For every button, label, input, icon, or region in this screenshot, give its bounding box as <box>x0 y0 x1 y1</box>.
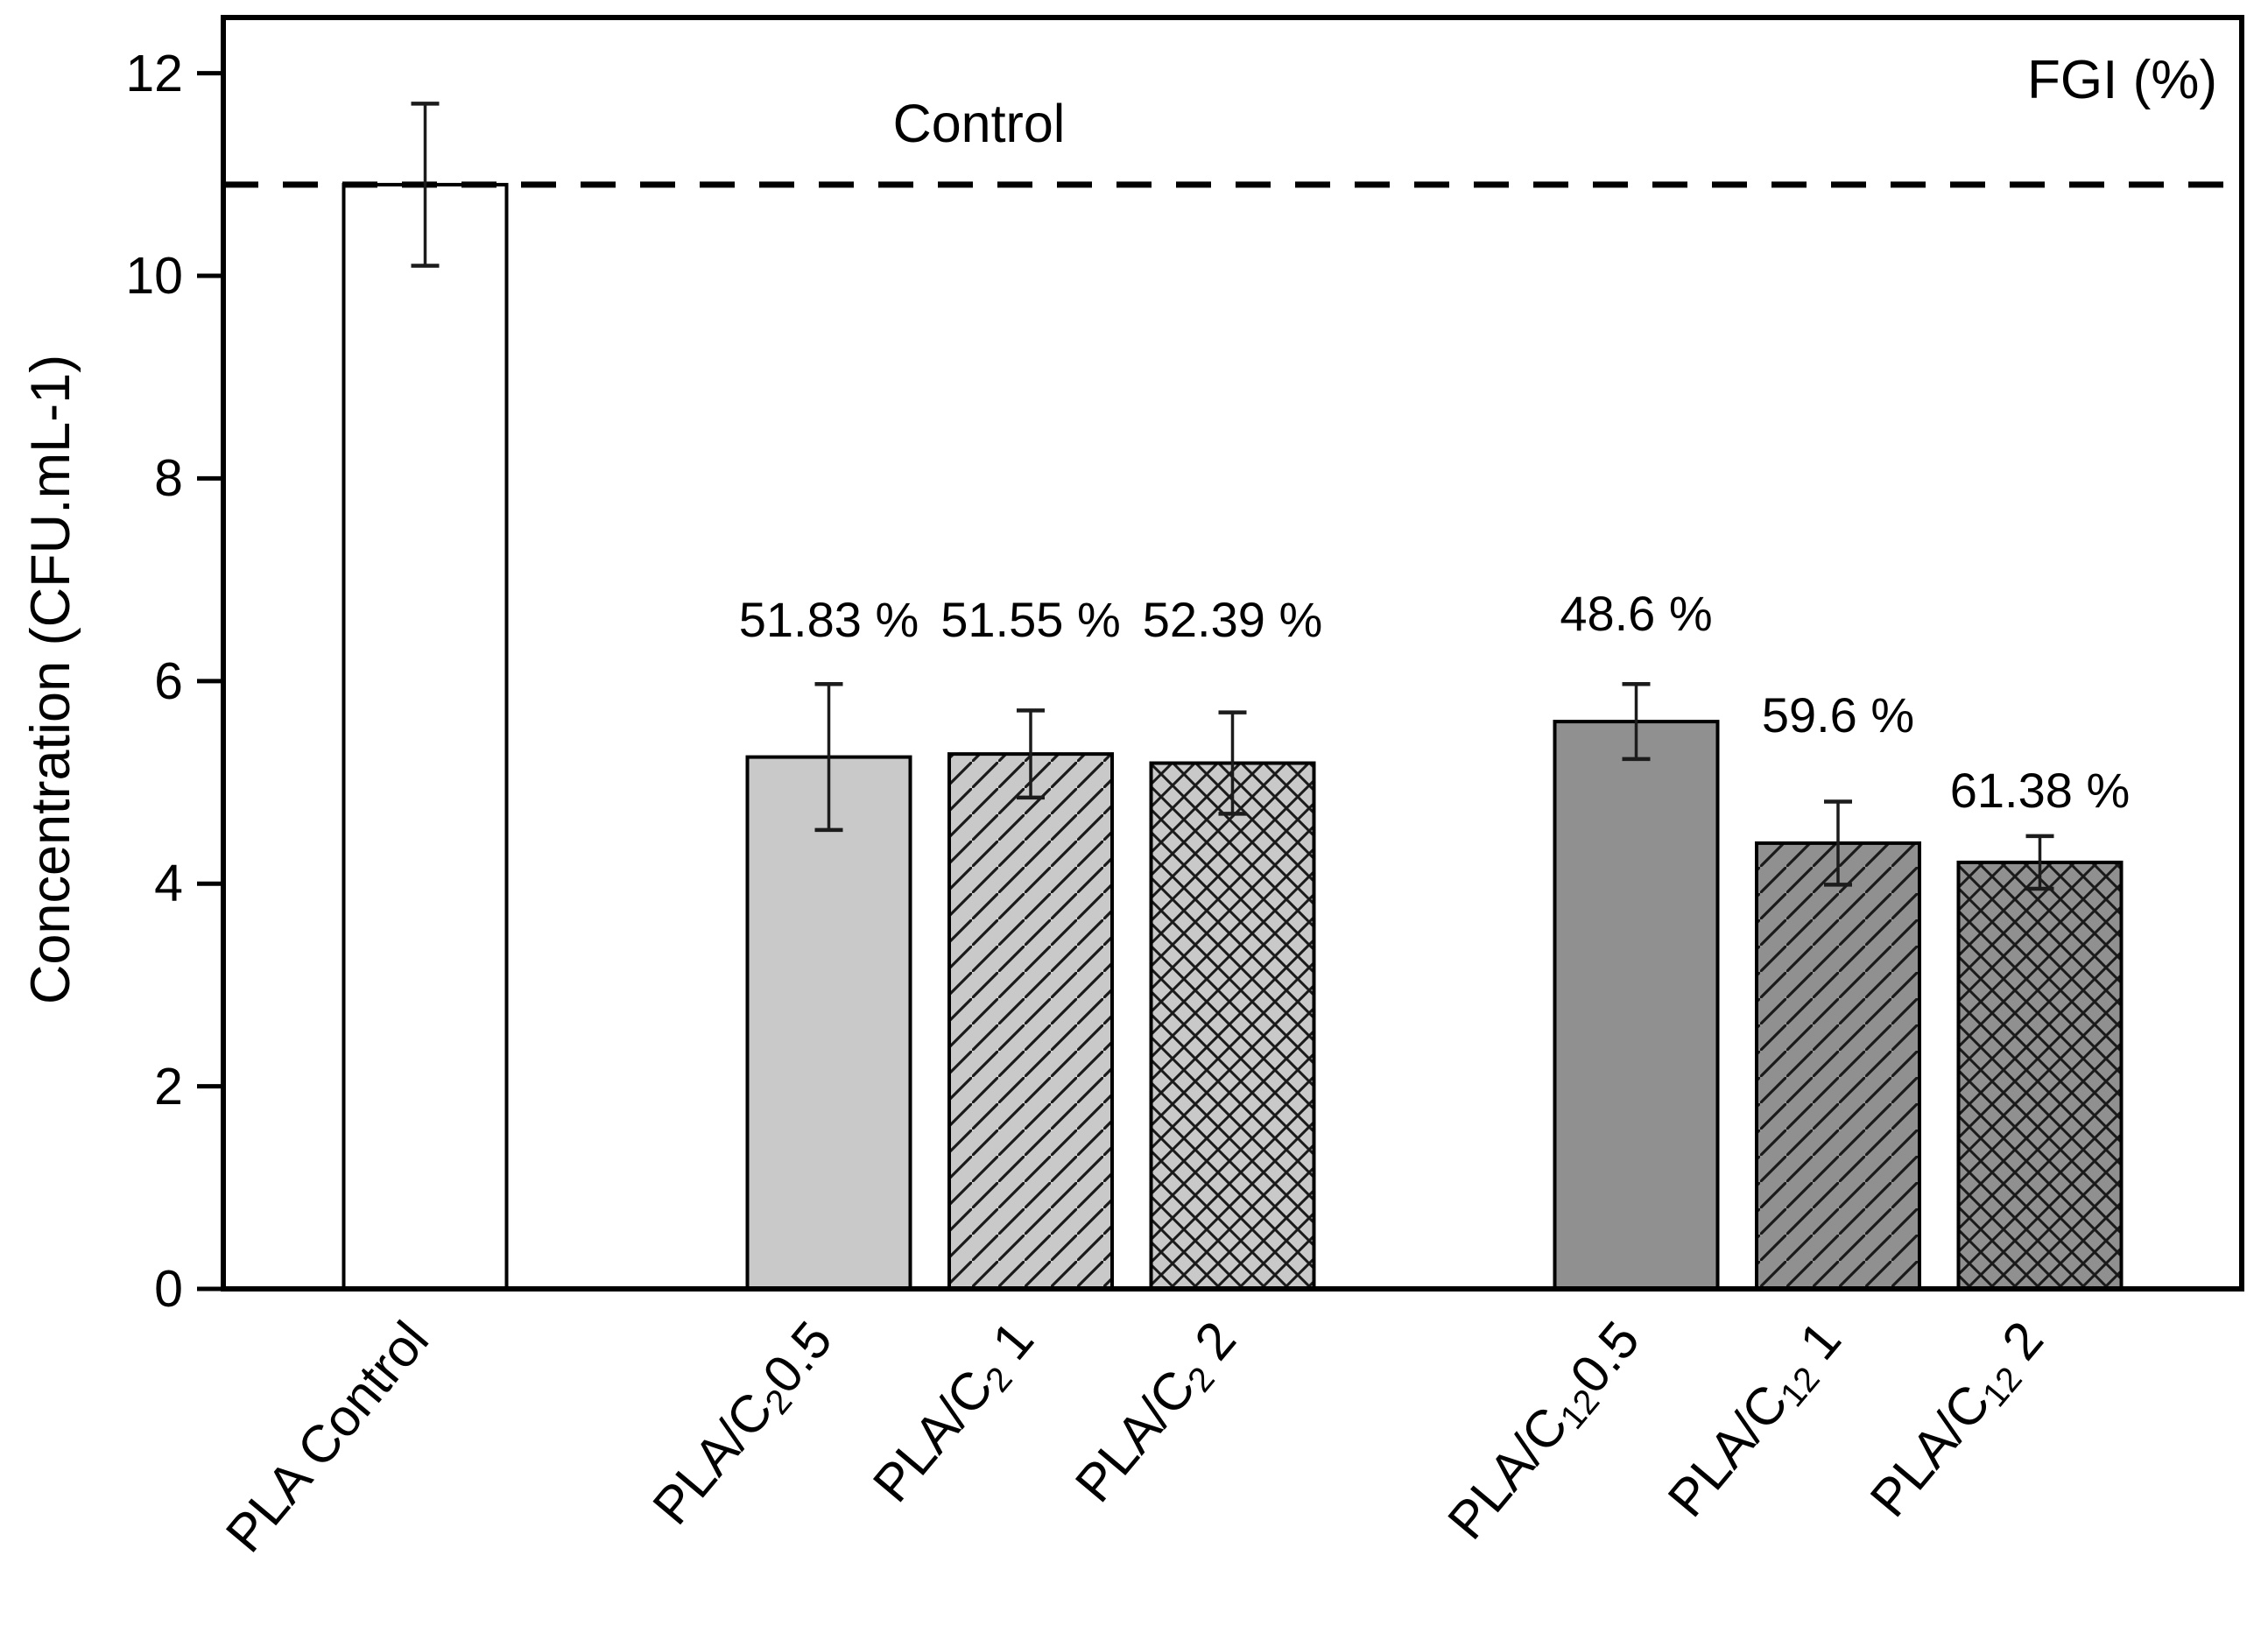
bar-pla-c2-0-5 <box>745 755 912 1291</box>
error-bar-pla-c2-0-5 <box>814 682 843 833</box>
fgi-percent-label-pla-c2-1: 51.55 % <box>940 592 1121 648</box>
plot-area <box>197 15 2244 1292</box>
y-tick-label-0: 0 <box>154 1260 183 1318</box>
bar-pla-c12-0-5 <box>1553 720 1720 1291</box>
fgi-percent-label-pla-c2-0-5: 51.83 % <box>738 592 919 648</box>
fgi-percent-label-pla-c12-0-5: 48.6 % <box>1560 586 1713 642</box>
bar-pla-c2-2 <box>1149 761 1316 1291</box>
fgi-percent-label-pla-c2-2: 52.39 % <box>1142 592 1323 648</box>
bar-pla-control <box>342 182 509 1292</box>
y-tick-label-4: 4 <box>154 855 183 913</box>
y-tick-label-6: 6 <box>154 651 183 710</box>
bar-pla-c12-2 <box>1956 860 2124 1291</box>
fgi-percent-label-pla-c12-2: 61.38 % <box>1949 762 2131 818</box>
bar-pla-c2-1 <box>947 752 1114 1291</box>
control-reference-label: Control <box>892 94 1066 153</box>
plot-border <box>221 15 2244 1292</box>
fgi-percent-label-pla-c12-1: 59.6 % <box>1761 687 1915 743</box>
y-tick-label-10: 10 <box>125 247 183 306</box>
y-tick-label-12: 12 <box>125 44 183 102</box>
bar-pla-c12-1 <box>1755 841 1921 1291</box>
error-bar-pla-c2-1 <box>1017 708 1045 800</box>
fgi-legend-title: FGI (%) <box>2027 50 2217 110</box>
error-bar-pla-c12-1 <box>1824 799 1852 887</box>
error-bar-pla-c12-0-5 <box>1622 682 1651 762</box>
y-tick-label-2: 2 <box>154 1057 183 1116</box>
y-tick-label-8: 8 <box>154 449 183 508</box>
error-bar-pla-c2-2 <box>1218 710 1247 816</box>
error-bar-pla-control <box>411 102 440 268</box>
error-bar-pla-c12-2 <box>2025 834 2054 891</box>
